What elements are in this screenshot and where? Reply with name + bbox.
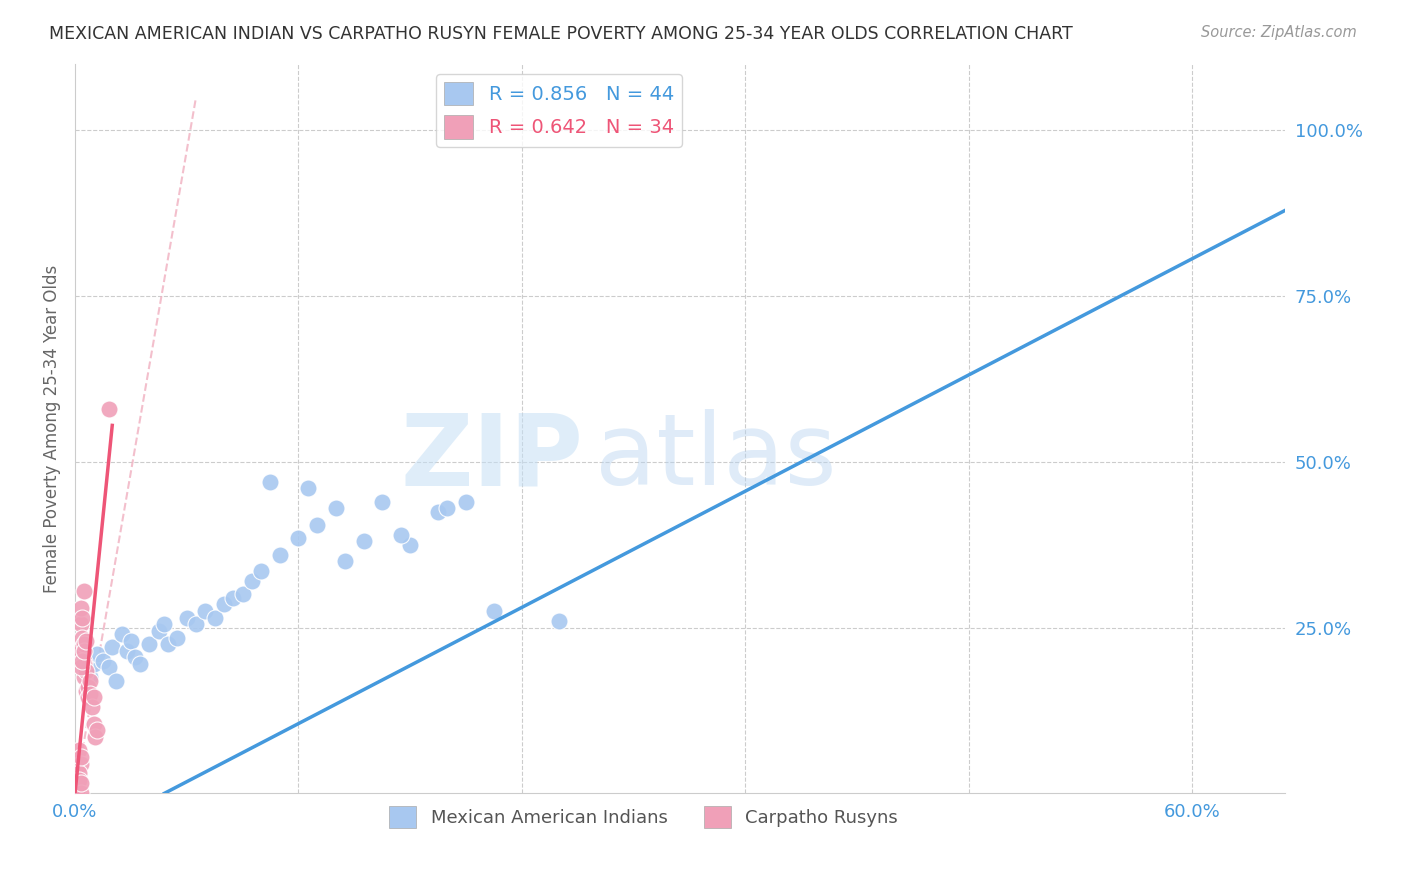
Point xyxy=(69,776,91,790)
Point xyxy=(232,587,254,601)
Point xyxy=(91,654,114,668)
Point xyxy=(287,531,309,545)
Point xyxy=(83,690,105,705)
Point xyxy=(69,750,91,764)
Point xyxy=(77,680,100,694)
Point xyxy=(101,640,124,655)
Point xyxy=(83,657,105,671)
Point xyxy=(84,730,107,744)
Point xyxy=(69,786,91,800)
Point xyxy=(79,670,101,684)
Point xyxy=(73,644,96,658)
Point xyxy=(548,614,571,628)
Y-axis label: Female Poverty Among 25-34 Year Olds: Female Poverty Among 25-34 Year Olds xyxy=(44,265,60,593)
Point xyxy=(176,610,198,624)
Point xyxy=(69,617,91,632)
Point xyxy=(250,564,273,578)
Point xyxy=(73,657,96,671)
Point xyxy=(72,654,94,668)
Point xyxy=(86,723,108,738)
Point xyxy=(83,716,105,731)
Point xyxy=(399,538,422,552)
Point xyxy=(153,617,176,632)
Point xyxy=(67,773,90,788)
Point xyxy=(73,584,96,599)
Point xyxy=(77,690,100,705)
Point xyxy=(436,501,458,516)
Point xyxy=(104,673,127,688)
Point xyxy=(454,494,477,508)
Point xyxy=(371,494,394,508)
Point xyxy=(72,631,94,645)
Point xyxy=(222,591,245,605)
Point xyxy=(67,766,90,780)
Point xyxy=(166,631,188,645)
Point xyxy=(73,664,96,678)
Point xyxy=(305,517,328,532)
Point xyxy=(353,534,375,549)
Point xyxy=(157,637,180,651)
Point xyxy=(67,780,90,794)
Point xyxy=(204,610,226,624)
Point xyxy=(259,475,281,489)
Text: ZIP: ZIP xyxy=(401,409,583,507)
Point xyxy=(67,644,90,658)
Point xyxy=(240,574,263,589)
Point xyxy=(69,600,91,615)
Point xyxy=(184,617,207,632)
Point xyxy=(120,633,142,648)
Point xyxy=(79,673,101,688)
Point xyxy=(138,637,160,651)
Point xyxy=(129,657,152,671)
Point xyxy=(75,683,97,698)
Point xyxy=(73,654,96,668)
Point xyxy=(97,401,120,416)
Text: MEXICAN AMERICAN INDIAN VS CARPATHO RUSYN FEMALE POVERTY AMONG 25-34 YEAR OLDS C: MEXICAN AMERICAN INDIAN VS CARPATHO RUSY… xyxy=(49,25,1073,43)
Legend: Mexican American Indians, Carpatho Rusyns: Mexican American Indians, Carpatho Rusyn… xyxy=(382,799,905,836)
Point xyxy=(97,660,120,674)
Point xyxy=(148,624,170,638)
Point xyxy=(73,637,96,651)
Point xyxy=(333,554,356,568)
Point xyxy=(212,598,235,612)
Point xyxy=(389,528,412,542)
Point xyxy=(110,627,132,641)
Point xyxy=(72,610,94,624)
Text: atlas: atlas xyxy=(595,409,837,507)
Point xyxy=(75,664,97,678)
Point xyxy=(67,743,90,757)
Text: Source: ZipAtlas.com: Source: ZipAtlas.com xyxy=(1201,25,1357,40)
Point xyxy=(124,650,146,665)
Point xyxy=(115,644,138,658)
Point xyxy=(69,660,91,674)
Point xyxy=(325,501,347,516)
Point xyxy=(297,482,319,496)
Point xyxy=(86,647,108,661)
Point xyxy=(194,604,217,618)
Point xyxy=(269,548,291,562)
Point xyxy=(427,505,450,519)
Point xyxy=(73,670,96,684)
Point xyxy=(75,633,97,648)
Point xyxy=(482,604,505,618)
Point xyxy=(80,700,103,714)
Point xyxy=(79,687,101,701)
Point xyxy=(69,756,91,771)
